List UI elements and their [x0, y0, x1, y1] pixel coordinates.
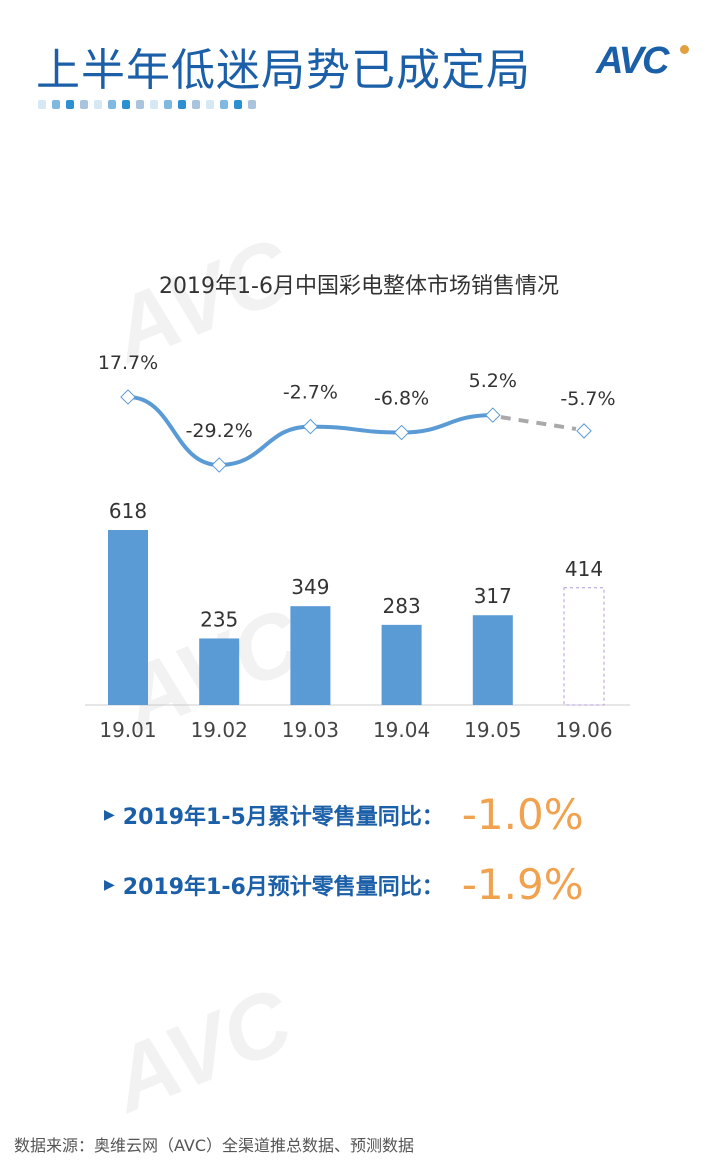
dot — [136, 100, 144, 109]
watermark: AVC — [97, 970, 306, 1132]
line-label: -29.2% — [186, 420, 253, 442]
x-tick-label: 19.06 — [555, 718, 612, 742]
line-label: -5.7% — [560, 388, 615, 410]
page-title: 上半年低迷局势已成定局 — [36, 45, 531, 96]
line-label: -2.7% — [283, 382, 338, 404]
line-marker — [211, 457, 227, 473]
line-marker — [393, 424, 410, 441]
chart-title: 2019年1-6月中国彩电整体市场销售情况 — [159, 274, 559, 299]
dot — [178, 100, 186, 109]
triangle-right-icon: ▶ — [104, 876, 115, 893]
line-label: 17.7% — [98, 352, 158, 374]
logo-dot-icon — [680, 45, 689, 54]
dot — [52, 100, 60, 109]
x-tick-label: 19.03 — [282, 718, 339, 742]
triangle-right-icon: ▶ — [104, 806, 115, 823]
growth-line — [127, 395, 493, 468]
dot — [66, 100, 74, 109]
line-marker — [302, 418, 319, 435]
decorative-dots — [38, 100, 256, 109]
bar-label: 317 — [474, 584, 512, 608]
line-marker — [485, 407, 501, 423]
line-marker — [120, 389, 136, 405]
bar — [472, 615, 513, 705]
dot — [248, 100, 256, 109]
x-tick-label: 19.04 — [373, 718, 430, 742]
summary-value: -1.0% — [461, 790, 584, 839]
forecast-line — [500, 415, 577, 431]
dot — [206, 100, 214, 109]
bar — [108, 530, 148, 705]
dot — [94, 100, 102, 109]
bar-label: 618 — [109, 499, 147, 523]
line-label: 5.2% — [469, 370, 517, 392]
line-marker — [576, 423, 592, 439]
dot — [108, 100, 116, 109]
dot — [192, 100, 200, 109]
summary-label: 2019年1-5月累计零售量同比： — [122, 804, 444, 830]
bar-label: 414 — [565, 557, 603, 581]
dot — [80, 100, 88, 109]
x-tick-label: 19.05 — [464, 718, 521, 742]
dot — [150, 100, 158, 109]
bar-label: 283 — [383, 594, 421, 618]
bar-label: 349 — [291, 575, 329, 599]
source-note: 数据来源：奥维云网（AVC）全渠道推总数据、预测数据 — [14, 1136, 415, 1155]
x-tick-label: 19.02 — [191, 718, 248, 742]
summary-value: -1.9% — [461, 860, 584, 909]
dot — [164, 100, 172, 109]
bar — [381, 624, 422, 705]
dot — [234, 100, 242, 109]
avc-logo: AVC — [596, 40, 669, 82]
summary-label: 2019年1-6月预计零售量同比： — [122, 874, 444, 900]
forecast-bar — [563, 587, 605, 706]
dot — [38, 100, 46, 109]
summary-row: ▶ 2019年1-5月累计零售量同比： -1.0% — [104, 790, 584, 839]
combo-chart: 618 19.01 235 19.02 349 19.03 283 19.04 317 19.05… — [85, 352, 630, 742]
bar — [290, 606, 331, 705]
x-tick-label: 19.01 — [99, 718, 156, 742]
dot — [122, 100, 130, 109]
summary-row: ▶ 2019年1-6月预计零售量同比： -1.9% — [104, 860, 584, 909]
dot — [220, 100, 228, 109]
bar — [199, 638, 240, 705]
bar-label: 235 — [200, 607, 238, 631]
line-label: -6.8% — [374, 388, 429, 410]
